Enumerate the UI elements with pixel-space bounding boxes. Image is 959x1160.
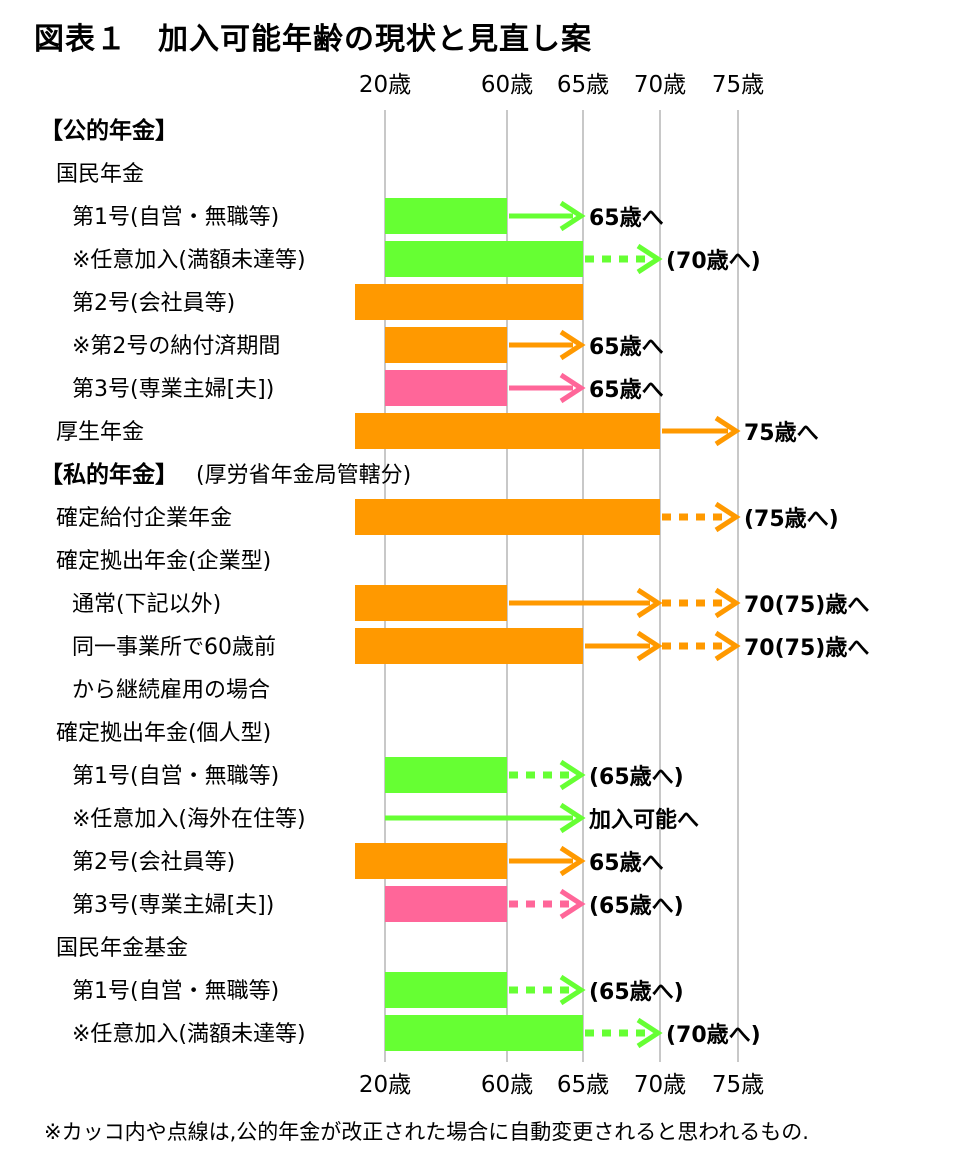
top-tick-label: 60歳	[481, 72, 533, 98]
row-sublabel: (厚労省年金局管轄分)	[196, 463, 411, 488]
row-label: 【私的年金】	[40, 461, 178, 488]
arrow-dotted	[662, 587, 741, 619]
arrow-dotted	[662, 630, 741, 662]
row-label: 第3号(専業主婦[夫])	[72, 377, 274, 402]
row-label: 第1号(自営・無職等)	[72, 764, 279, 789]
bottom-tick-label: 60歳	[481, 1072, 533, 1098]
range-bar	[385, 198, 507, 234]
row-label: 第1号(自営・無職等)	[72, 979, 279, 1004]
range-bar	[385, 757, 507, 793]
row-label: 通常(下記以外)	[72, 592, 221, 617]
row-label: ※任意加入(満額未達等)	[72, 248, 306, 273]
top-tick-label: 75歳	[712, 72, 764, 98]
arrows	[385, 200, 741, 1049]
row-label: 確定拠出年金(個人型)	[56, 721, 271, 746]
top-tick-label: 70歳	[634, 72, 686, 98]
bottom-tick-label: 20歳	[359, 1072, 411, 1098]
change-note: 70(75)歳へ	[744, 636, 869, 661]
footnote: ※カッコ内や点線は,公的年金が改正された場合に自動変更されると思われるもの.	[44, 1120, 809, 1144]
range-bar	[355, 628, 583, 664]
change-note: (65歳へ)	[589, 980, 684, 1005]
arrow-solid	[509, 329, 586, 361]
bars	[355, 198, 660, 1051]
change-note: (70歳へ)	[666, 249, 761, 274]
row-label: 確定拠出年金(企業型)	[56, 549, 271, 574]
arrow-solid	[585, 630, 663, 662]
row-label: ※任意加入(満額未達等)	[72, 1022, 306, 1047]
range-bar	[385, 886, 507, 922]
arrow-solid	[509, 587, 663, 619]
range-bar	[385, 1015, 583, 1051]
axis-ticks: 20歳 20歳 60歳 60歳 65歳 65歳 70歳 70歳 75歳 75歳	[359, 72, 764, 1098]
arrow-solid	[509, 845, 586, 877]
change-note: 加入可能へ	[588, 807, 699, 833]
arrow-dotted	[585, 243, 663, 275]
range-bar	[385, 241, 583, 277]
arrow-dotted	[662, 501, 741, 533]
arrow-dotted	[585, 1017, 663, 1049]
row-label: から継続雇用の場合	[72, 678, 270, 703]
arrow-solid	[509, 372, 586, 404]
range-bar	[355, 284, 583, 320]
top-tick-label: 20歳	[359, 72, 411, 98]
change-note: (75歳へ)	[744, 507, 839, 532]
row-label: 第3号(専業主婦[夫])	[72, 893, 274, 918]
range-bar	[385, 327, 507, 363]
row-label: 国民年金	[56, 162, 144, 187]
change-note: (70歳へ)	[666, 1023, 761, 1048]
top-tick-label: 65歳	[557, 72, 609, 98]
range-bar	[355, 843, 507, 879]
row-label: 第2号(会社員等)	[72, 291, 235, 316]
arrow-solid	[662, 415, 741, 447]
range-bar	[355, 413, 660, 449]
row-label: 国民年金基金	[56, 936, 188, 961]
arrow-dotted	[509, 888, 586, 920]
change-note: 65歳へ	[589, 378, 664, 403]
row-label: ※任意加入(海外在住等)	[72, 807, 306, 832]
bottom-tick-label: 75歳	[712, 1072, 764, 1098]
row-label: 【公的年金】	[40, 117, 178, 144]
change-note: (65歳へ)	[589, 765, 684, 790]
arrow-solid	[509, 200, 586, 232]
range-bar	[385, 972, 507, 1008]
arrow-solid	[385, 802, 586, 834]
range-bar	[355, 499, 660, 535]
bottom-tick-label: 70歳	[634, 1072, 686, 1098]
range-bar	[385, 370, 507, 406]
arrow-dotted	[509, 759, 586, 791]
row-label: 第1号(自営・無職等)	[72, 205, 279, 230]
change-note: 70(75)歳へ	[744, 593, 869, 618]
chart-title: 図表１ 加入可能年齢の現状と見直し案	[34, 22, 592, 57]
change-note: 65歳へ	[589, 851, 664, 876]
row-label: ※第2号の納付済期間	[72, 334, 280, 359]
bottom-tick-label: 65歳	[557, 1072, 609, 1098]
change-note: 65歳へ	[589, 335, 664, 360]
row-label: 第2号(会社員等)	[72, 850, 235, 875]
change-note: 75歳へ	[744, 421, 819, 446]
range-bar	[355, 585, 507, 621]
change-note: (65歳へ)	[589, 894, 684, 919]
arrow-dotted	[509, 974, 586, 1006]
row-label: 厚生年金	[56, 420, 144, 445]
row-label: 確定給付企業年金	[56, 506, 232, 531]
change-note: 65歳へ	[589, 206, 664, 231]
row-label: 同一事業所で60歳前	[72, 635, 276, 660]
